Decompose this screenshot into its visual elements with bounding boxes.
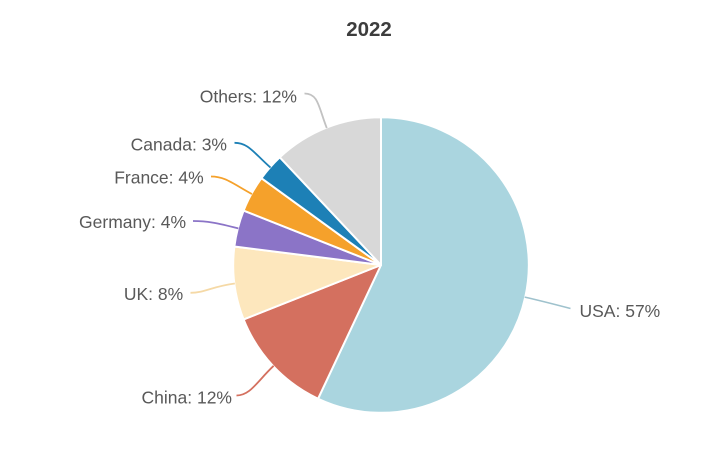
svg-text:USA: 57%: USA: 57% [580,301,661,321]
svg-text:Canada: 3%: Canada: 3% [131,135,227,155]
svg-text:UK: 8%: UK: 8% [124,284,183,304]
svg-text:France: 4%: France: 4% [114,168,203,188]
svg-text:Germany: 4%: Germany: 4% [79,212,186,232]
svg-text:China: 12%: China: 12% [142,388,232,408]
svg-text:2022: 2022 [346,18,392,41]
svg-text:Others: 12%: Others: 12% [200,87,297,107]
